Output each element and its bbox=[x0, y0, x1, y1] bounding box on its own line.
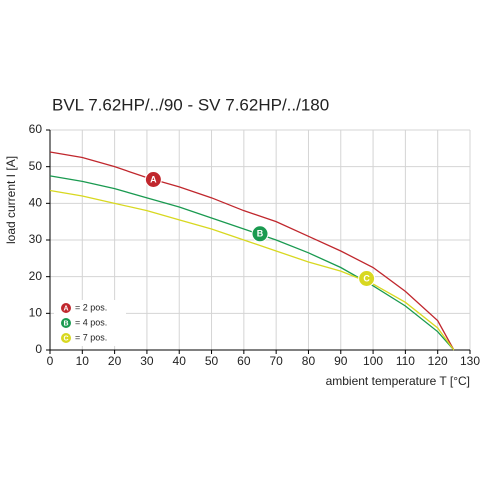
marker bbox=[60, 332, 72, 344]
y-tick-label: 10 bbox=[29, 306, 43, 320]
marker-label: A bbox=[63, 305, 68, 312]
x-tick-label: 90 bbox=[334, 354, 348, 368]
y-tick-label: 30 bbox=[29, 232, 43, 246]
marker-label: A bbox=[150, 174, 157, 184]
x-tick-label: 20 bbox=[108, 354, 122, 368]
marker bbox=[60, 317, 72, 329]
chart-title: BVL 7.62HP/../90 - SV 7.62HP/../180 bbox=[52, 95, 329, 114]
x-tick-label: 10 bbox=[76, 354, 90, 368]
y-tick-label: 50 bbox=[29, 159, 43, 173]
marker bbox=[144, 171, 162, 188]
x-tick-label: 50 bbox=[205, 354, 219, 368]
marker bbox=[358, 270, 376, 287]
x-axis-label: ambient temperature T [°C] bbox=[326, 374, 470, 388]
x-tick-label: 60 bbox=[237, 354, 251, 368]
series-line bbox=[49, 189, 455, 351]
marker bbox=[60, 302, 72, 314]
x-tick-label: 110 bbox=[396, 354, 415, 368]
y-tick-label: 60 bbox=[29, 122, 43, 136]
y-tick-label: 40 bbox=[29, 196, 43, 210]
legend-label: = 4 pos. bbox=[75, 317, 107, 327]
x-tick-label: 80 bbox=[302, 354, 316, 368]
x-tick-label: 0 bbox=[47, 354, 54, 368]
marker-label: B bbox=[257, 229, 264, 239]
x-tick-label: 40 bbox=[173, 354, 187, 368]
y-axis-label: load current I [A] bbox=[4, 156, 18, 244]
x-tick-label: 100 bbox=[363, 354, 383, 368]
y-tick-label: 0 bbox=[35, 342, 42, 356]
series-line bbox=[49, 151, 455, 351]
x-tick-label: 130 bbox=[460, 354, 480, 368]
y-tick-label: 20 bbox=[29, 269, 43, 283]
marker bbox=[251, 225, 269, 243]
x-tick-label: 70 bbox=[269, 354, 283, 368]
marker-label: C bbox=[63, 335, 68, 342]
marker-label: C bbox=[363, 273, 370, 283]
x-tick-label: 30 bbox=[140, 354, 154, 368]
marker-label: B bbox=[63, 320, 68, 327]
legend-label: = 7 pos. bbox=[75, 332, 107, 342]
x-tick-label: 120 bbox=[428, 354, 448, 368]
legend-label: = 2 pos. bbox=[75, 302, 107, 312]
